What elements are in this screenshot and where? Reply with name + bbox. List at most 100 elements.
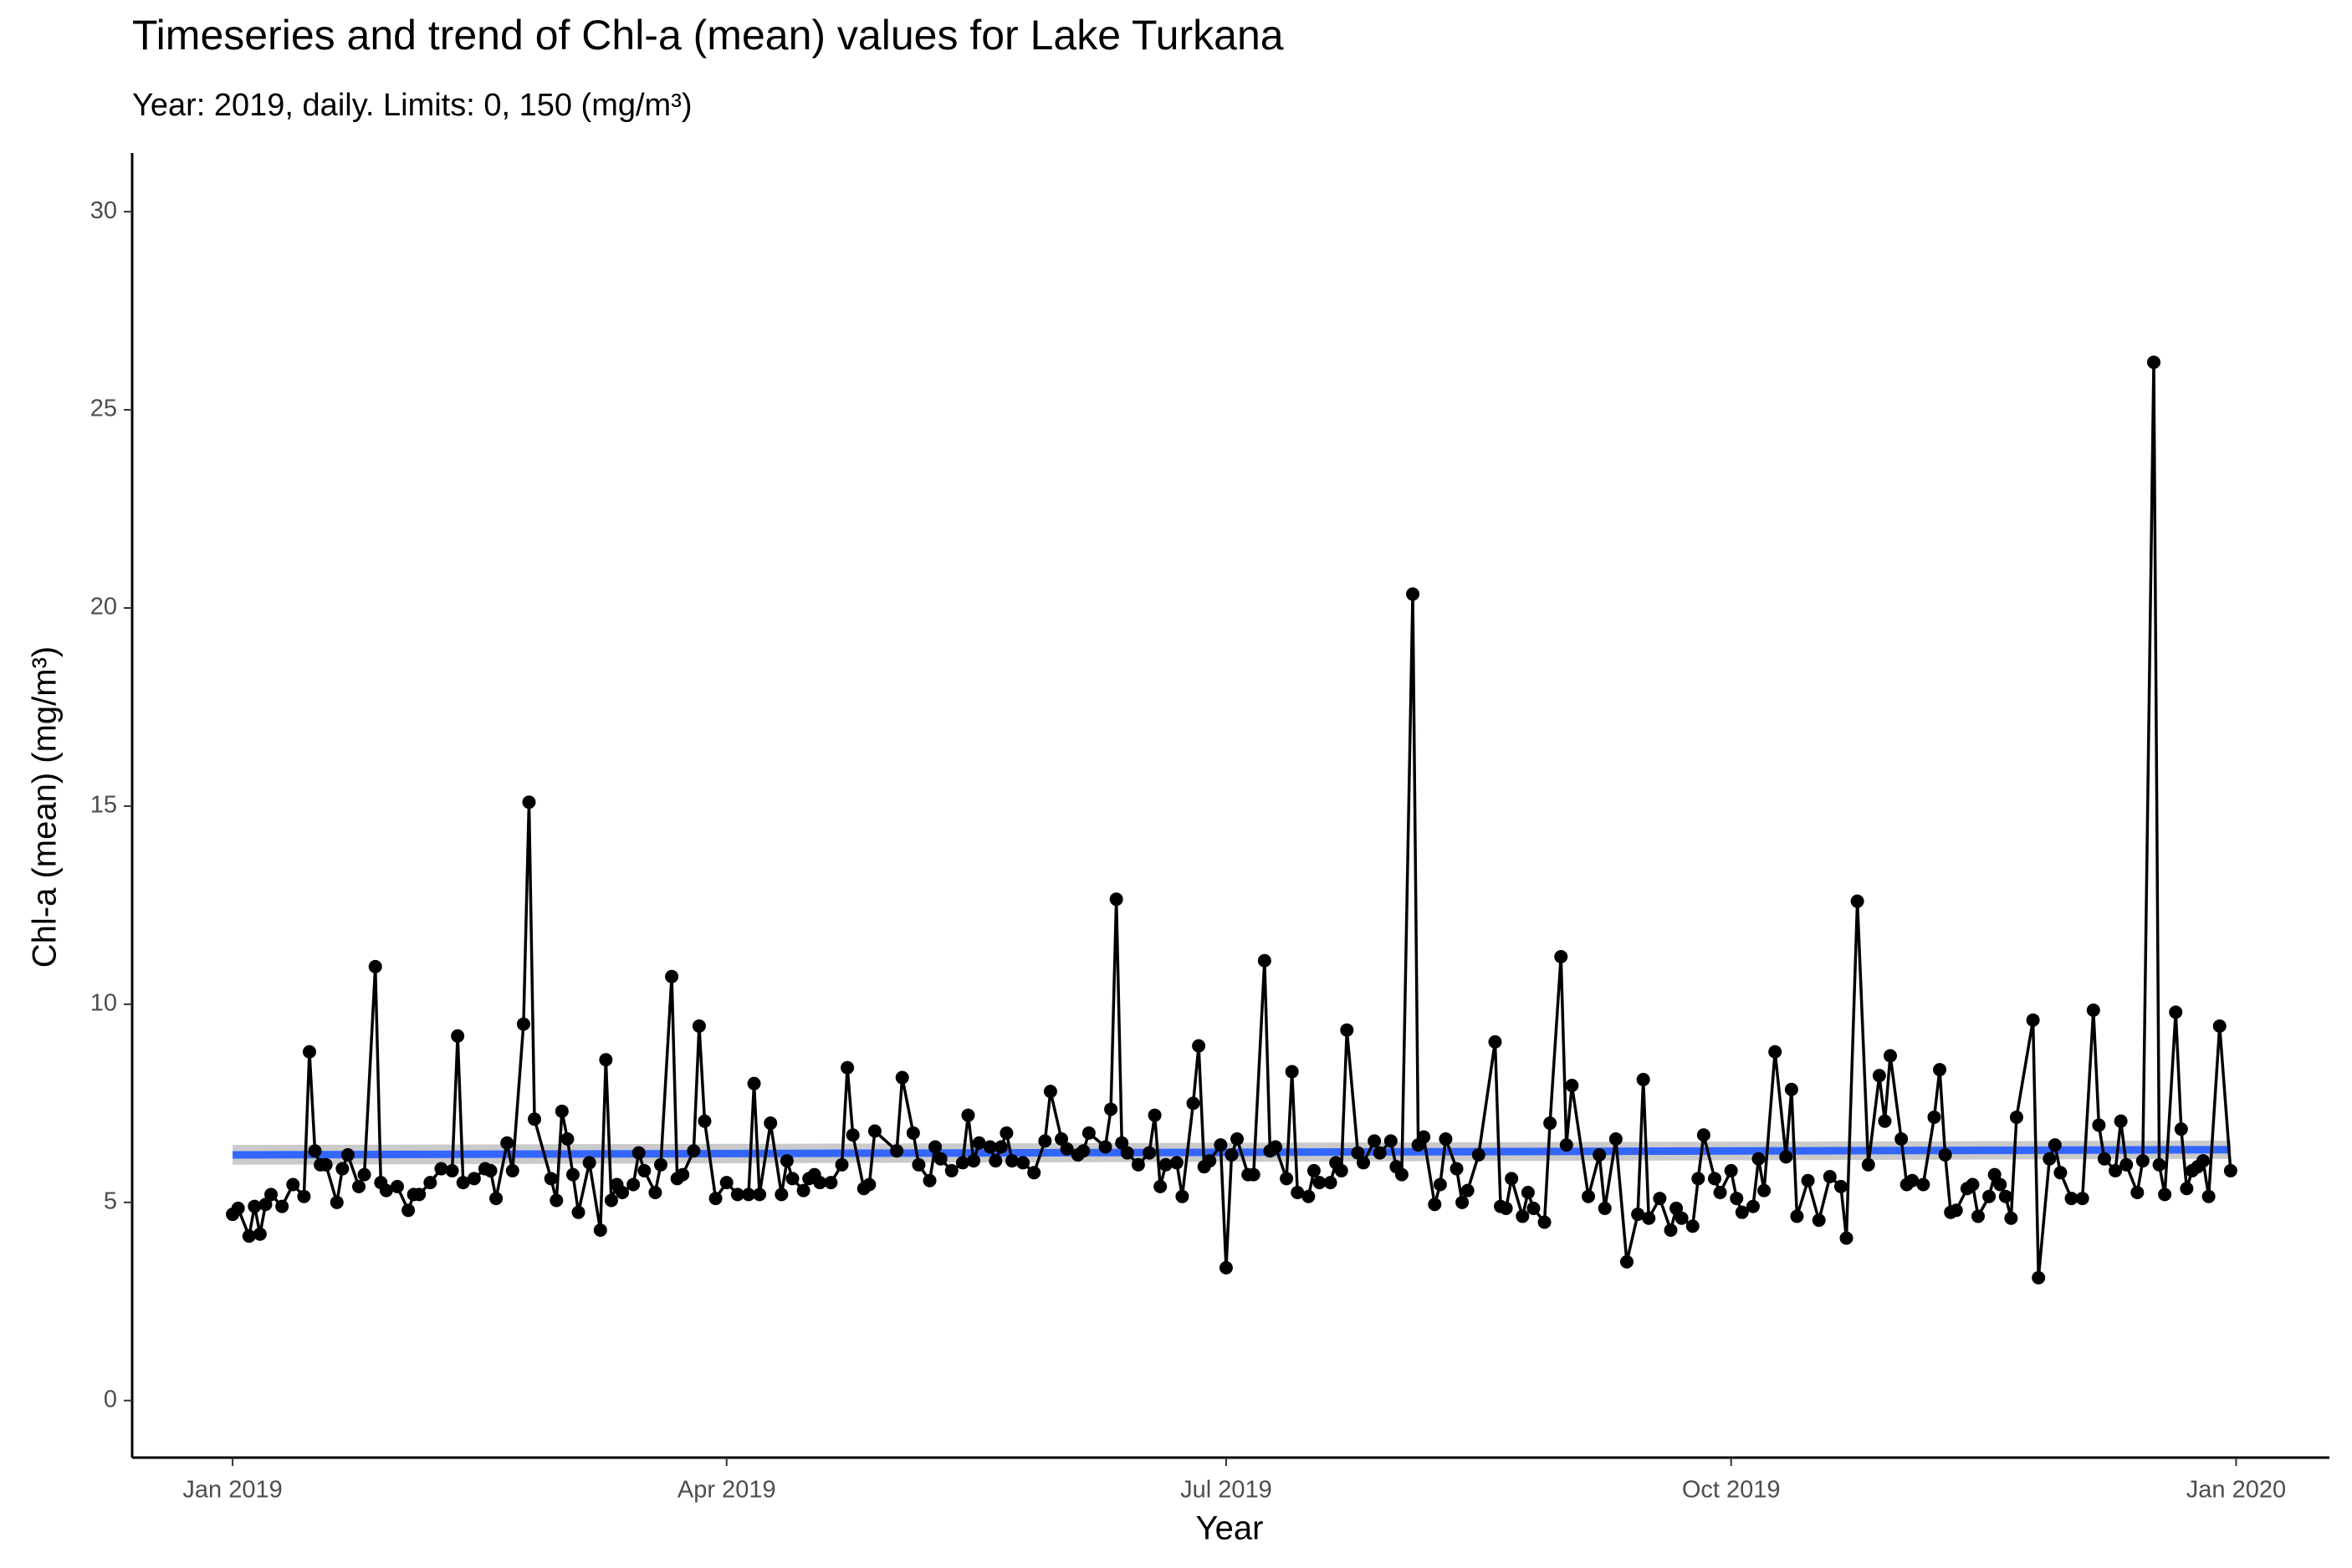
data-point <box>1291 1185 1305 1199</box>
data-point <box>2009 1110 2023 1124</box>
data-point <box>516 1017 530 1031</box>
y-tick-label: 30 <box>90 197 117 224</box>
data-point <box>1368 1134 1382 1148</box>
data-point <box>764 1116 778 1131</box>
data-point <box>747 1076 761 1090</box>
data-point <box>2135 1154 2150 1168</box>
data-point <box>846 1128 860 1142</box>
data-point <box>1175 1189 1189 1203</box>
data-point <box>1653 1192 1667 1206</box>
data-point <box>1076 1144 1091 1158</box>
data-point <box>286 1177 300 1192</box>
data-point <box>1713 1185 1727 1199</box>
data-point <box>1790 1209 1804 1223</box>
data-point <box>1927 1110 1941 1124</box>
data-point <box>1203 1154 1217 1168</box>
data-point <box>1043 1085 1057 1099</box>
chart-title: Timeseries and trend of Chl-a (mean) val… <box>132 12 1284 59</box>
data-point <box>676 1167 690 1182</box>
data-point <box>994 1140 1008 1154</box>
data-point <box>302 1044 316 1059</box>
data-point <box>544 1172 558 1186</box>
data-point <box>401 1203 416 1218</box>
data-point <box>1949 1203 1963 1218</box>
data-point <box>357 1167 371 1182</box>
data-point <box>434 1162 448 1176</box>
data-point <box>1230 1132 1245 1147</box>
data-point <box>912 1157 926 1172</box>
data-point <box>2032 1270 2046 1285</box>
data-point <box>835 1157 849 1172</box>
data-point <box>379 1183 393 1198</box>
data-point <box>944 1163 959 1177</box>
data-point <box>1751 1152 1766 1166</box>
data-point <box>1340 1023 1354 1037</box>
data-point <box>1148 1108 1162 1122</box>
data-point <box>1998 1189 2012 1203</box>
data-point <box>297 1189 311 1203</box>
data-point <box>961 1108 975 1122</box>
data-point <box>445 1163 459 1177</box>
data-point <box>2201 1189 2216 1203</box>
data-point <box>456 1176 470 1190</box>
data-point <box>972 1136 986 1150</box>
data-point <box>1971 1209 1985 1223</box>
data-point <box>565 1167 580 1182</box>
data-point <box>1158 1157 1173 1172</box>
data-point <box>1526 1201 1541 1215</box>
data-point <box>505 1163 519 1177</box>
data-point <box>796 1183 810 1198</box>
data-point <box>2212 1019 2227 1033</box>
data-point <box>2169 1005 2183 1019</box>
data-point <box>1521 1185 1535 1199</box>
data-point <box>1351 1146 1365 1160</box>
data-point <box>2092 1118 2106 1132</box>
data-point <box>1505 1172 1519 1186</box>
data-point <box>687 1144 701 1158</box>
data-point <box>698 1114 712 1128</box>
data-point <box>1801 1173 1815 1187</box>
data-point <box>1219 1261 1233 1275</box>
data-point <box>1642 1211 1656 1225</box>
x-tick-label: Apr 2019 <box>677 1477 776 1504</box>
data-point <box>2130 1185 2145 1199</box>
x-tick-label: Jul 2019 <box>1180 1477 1272 1504</box>
data-point <box>2109 1163 2123 1177</box>
data-point <box>730 1187 744 1202</box>
data-point <box>423 1176 437 1190</box>
data-point <box>648 1185 662 1199</box>
data-point <box>1394 1167 1409 1182</box>
data-point <box>2196 1154 2211 1168</box>
data-point <box>1301 1189 1316 1203</box>
data-point <box>1285 1065 1299 1079</box>
data-point <box>1850 894 1864 908</box>
data-point <box>2075 1192 2089 1206</box>
data-point <box>867 1124 882 1138</box>
data-point <box>1883 1049 1897 1063</box>
data-point <box>1169 1156 1184 1170</box>
y-axis-title: Chl-a (mean) (mg/m³) <box>27 646 64 968</box>
data-point <box>1543 1116 1557 1131</box>
data-point <box>1246 1167 1260 1182</box>
data-point <box>500 1136 514 1150</box>
data-point <box>451 1029 465 1043</box>
data-point <box>626 1177 641 1192</box>
data-point <box>1707 1172 1721 1186</box>
y-tick-label: 5 <box>104 1187 117 1214</box>
y-tick-label: 25 <box>90 396 117 422</box>
data-point <box>637 1163 652 1177</box>
data-point <box>1675 1211 1689 1225</box>
data-point <box>1499 1201 1513 1215</box>
data-point <box>1724 1163 1738 1177</box>
data-point <box>1417 1130 1431 1144</box>
data-point <box>1982 1189 1997 1203</box>
data-point <box>1746 1199 1760 1213</box>
data-point <box>1038 1134 1052 1148</box>
data-point <box>560 1132 575 1147</box>
data-point <box>665 969 679 983</box>
data-point <box>1619 1254 1634 1269</box>
data-point <box>2158 1187 2172 1202</box>
data-point <box>308 1144 322 1158</box>
x-axis-title: Year <box>1196 1510 1264 1547</box>
data-point <box>2004 1211 2018 1225</box>
